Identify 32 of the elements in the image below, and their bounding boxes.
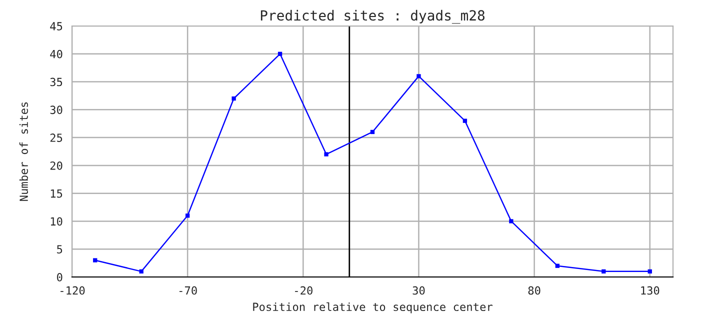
y-tick-label: 0 — [57, 273, 62, 282]
y-tick-label: 20 — [50, 161, 62, 170]
point — [185, 214, 190, 218]
x-tick-label: -70 — [179, 286, 197, 295]
x-tick-label: -120 — [60, 286, 85, 295]
x-axis-title: Position relative to sequence center — [253, 302, 492, 314]
point — [278, 52, 282, 56]
x-tick-label: 80 — [528, 286, 540, 295]
point — [370, 130, 375, 134]
point — [232, 96, 236, 101]
y-tick-label: 10 — [50, 217, 62, 226]
x-tick-label: 130 — [641, 286, 660, 295]
y-tick-label: 30 — [50, 106, 62, 114]
point — [555, 264, 560, 268]
point — [93, 258, 98, 262]
y-tick-label: 40 — [50, 50, 62, 58]
point — [602, 269, 606, 274]
y-tick-label: 5 — [57, 245, 62, 254]
y-tick-label: 45 — [50, 22, 62, 30]
y-axis-title: Number of sites — [19, 102, 28, 201]
x-tick-label: 30 — [412, 286, 425, 295]
y-tick-label: 35 — [50, 78, 62, 86]
y-tick-label: 15 — [50, 189, 62, 198]
point — [324, 152, 328, 156]
chart-title: Predicted sites : dyads_m28 — [260, 10, 484, 24]
y-tick-label: 25 — [50, 134, 62, 142]
x-tick-label: -20 — [295, 286, 312, 295]
point — [648, 269, 652, 274]
point — [509, 219, 514, 224]
point — [462, 118, 468, 123]
point — [139, 269, 144, 274]
point — [416, 74, 421, 78]
